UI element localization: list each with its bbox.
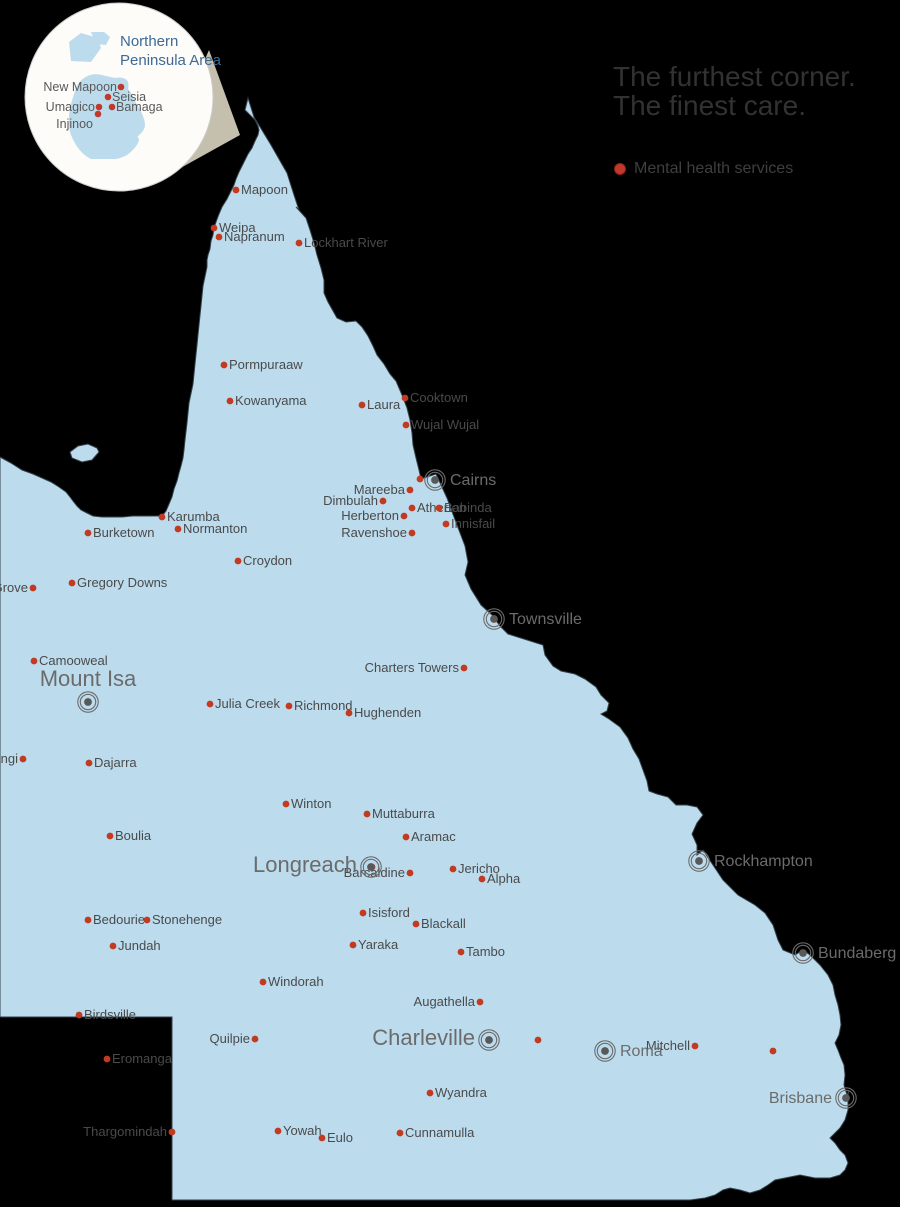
svg-text:Charleville: Charleville — [372, 1025, 475, 1050]
svg-text:Mental health services: Mental health services — [634, 160, 793, 177]
svg-text:Hughenden: Hughenden — [354, 705, 421, 720]
svg-text:Longreach: Longreach — [253, 852, 357, 877]
svg-text:Muttaburra: Muttaburra — [372, 806, 436, 821]
svg-text:Winton: Winton — [291, 796, 331, 811]
svg-text:Adels Grove: Adels Grove — [0, 580, 28, 595]
svg-text:Thargomindah: Thargomindah — [83, 1124, 167, 1139]
svg-text:Injinoo: Injinoo — [56, 117, 93, 131]
svg-text:Lockhart River: Lockhart River — [304, 235, 388, 250]
svg-text:Augathella: Augathella — [414, 994, 476, 1009]
svg-text:Jundah: Jundah — [118, 938, 161, 953]
svg-text:Wujal Wujal: Wujal Wujal — [411, 417, 479, 432]
svg-text:Eromanga: Eromanga — [112, 1051, 173, 1066]
svg-text:Mapoon: Mapoon — [241, 182, 288, 197]
svg-text:Kowanyama: Kowanyama — [235, 393, 307, 408]
svg-text:Peninsula Area: Peninsula Area — [120, 52, 222, 69]
svg-text:Quilpie: Quilpie — [210, 1031, 250, 1046]
svg-text:Eulo: Eulo — [327, 1130, 353, 1145]
svg-text:New Mapoon: New Mapoon — [43, 80, 117, 94]
svg-text:Herberton: Herberton — [341, 508, 399, 523]
svg-text:Tambo: Tambo — [466, 944, 505, 959]
svg-text:Urandangi: Urandangi — [0, 751, 18, 766]
svg-text:Stonehenge: Stonehenge — [152, 912, 222, 927]
svg-text:Innisfail: Innisfail — [451, 516, 495, 531]
svg-text:Northern: Northern — [120, 33, 178, 50]
svg-text:Rockhampton: Rockhampton — [714, 853, 813, 870]
svg-text:Croydon: Croydon — [243, 553, 292, 568]
svg-text:Cairns: Cairns — [450, 472, 496, 489]
svg-text:Dajarra: Dajarra — [94, 755, 137, 770]
svg-text:Townsville: Townsville — [509, 611, 582, 628]
svg-text:Boulia: Boulia — [115, 828, 152, 843]
svg-text:Laura: Laura — [367, 397, 401, 412]
svg-text:The furthest corner.: The furthest corner. — [613, 61, 856, 92]
svg-text:Normanton: Normanton — [183, 521, 247, 536]
svg-text:Charters Towers: Charters Towers — [365, 660, 460, 675]
svg-text:Isisford: Isisford — [368, 905, 410, 920]
svg-text:Birdsville: Birdsville — [84, 1007, 136, 1022]
svg-text:Aramac: Aramac — [411, 829, 456, 844]
svg-text:Mount Isa: Mount Isa — [40, 666, 137, 691]
svg-text:Brisbane: Brisbane — [769, 1090, 832, 1107]
svg-text:Bedourie: Bedourie — [93, 912, 145, 927]
svg-text:Blackall: Blackall — [421, 916, 466, 931]
svg-text:Dimbulah: Dimbulah — [323, 493, 378, 508]
svg-text:Yowah: Yowah — [283, 1123, 322, 1138]
svg-text:Windorah: Windorah — [268, 974, 324, 989]
svg-text:Babinda: Babinda — [444, 500, 492, 515]
svg-text:Pormpuraaw: Pormpuraaw — [229, 357, 303, 372]
svg-text:Yaraka: Yaraka — [358, 937, 399, 952]
svg-text:Roma: Roma — [620, 1043, 663, 1060]
svg-text:Cooktown: Cooktown — [410, 390, 468, 405]
svg-text:The finest care.: The finest care. — [613, 90, 806, 121]
svg-text:Bamaga: Bamaga — [116, 100, 163, 114]
svg-text:Richmond: Richmond — [294, 698, 353, 713]
svg-text:Ravenshoe: Ravenshoe — [341, 525, 407, 540]
svg-text:Cunnamulla: Cunnamulla — [405, 1125, 475, 1140]
svg-text:Wyandra: Wyandra — [435, 1085, 488, 1100]
svg-text:Umagico: Umagico — [46, 100, 95, 114]
svg-text:Gregory Downs: Gregory Downs — [77, 575, 168, 590]
svg-text:Burketown: Burketown — [93, 525, 154, 540]
svg-text:Bundaberg: Bundaberg — [818, 945, 896, 962]
svg-text:Napranum: Napranum — [224, 229, 285, 244]
svg-text:Alpha: Alpha — [487, 871, 521, 886]
svg-text:Julia Creek: Julia Creek — [215, 696, 281, 711]
